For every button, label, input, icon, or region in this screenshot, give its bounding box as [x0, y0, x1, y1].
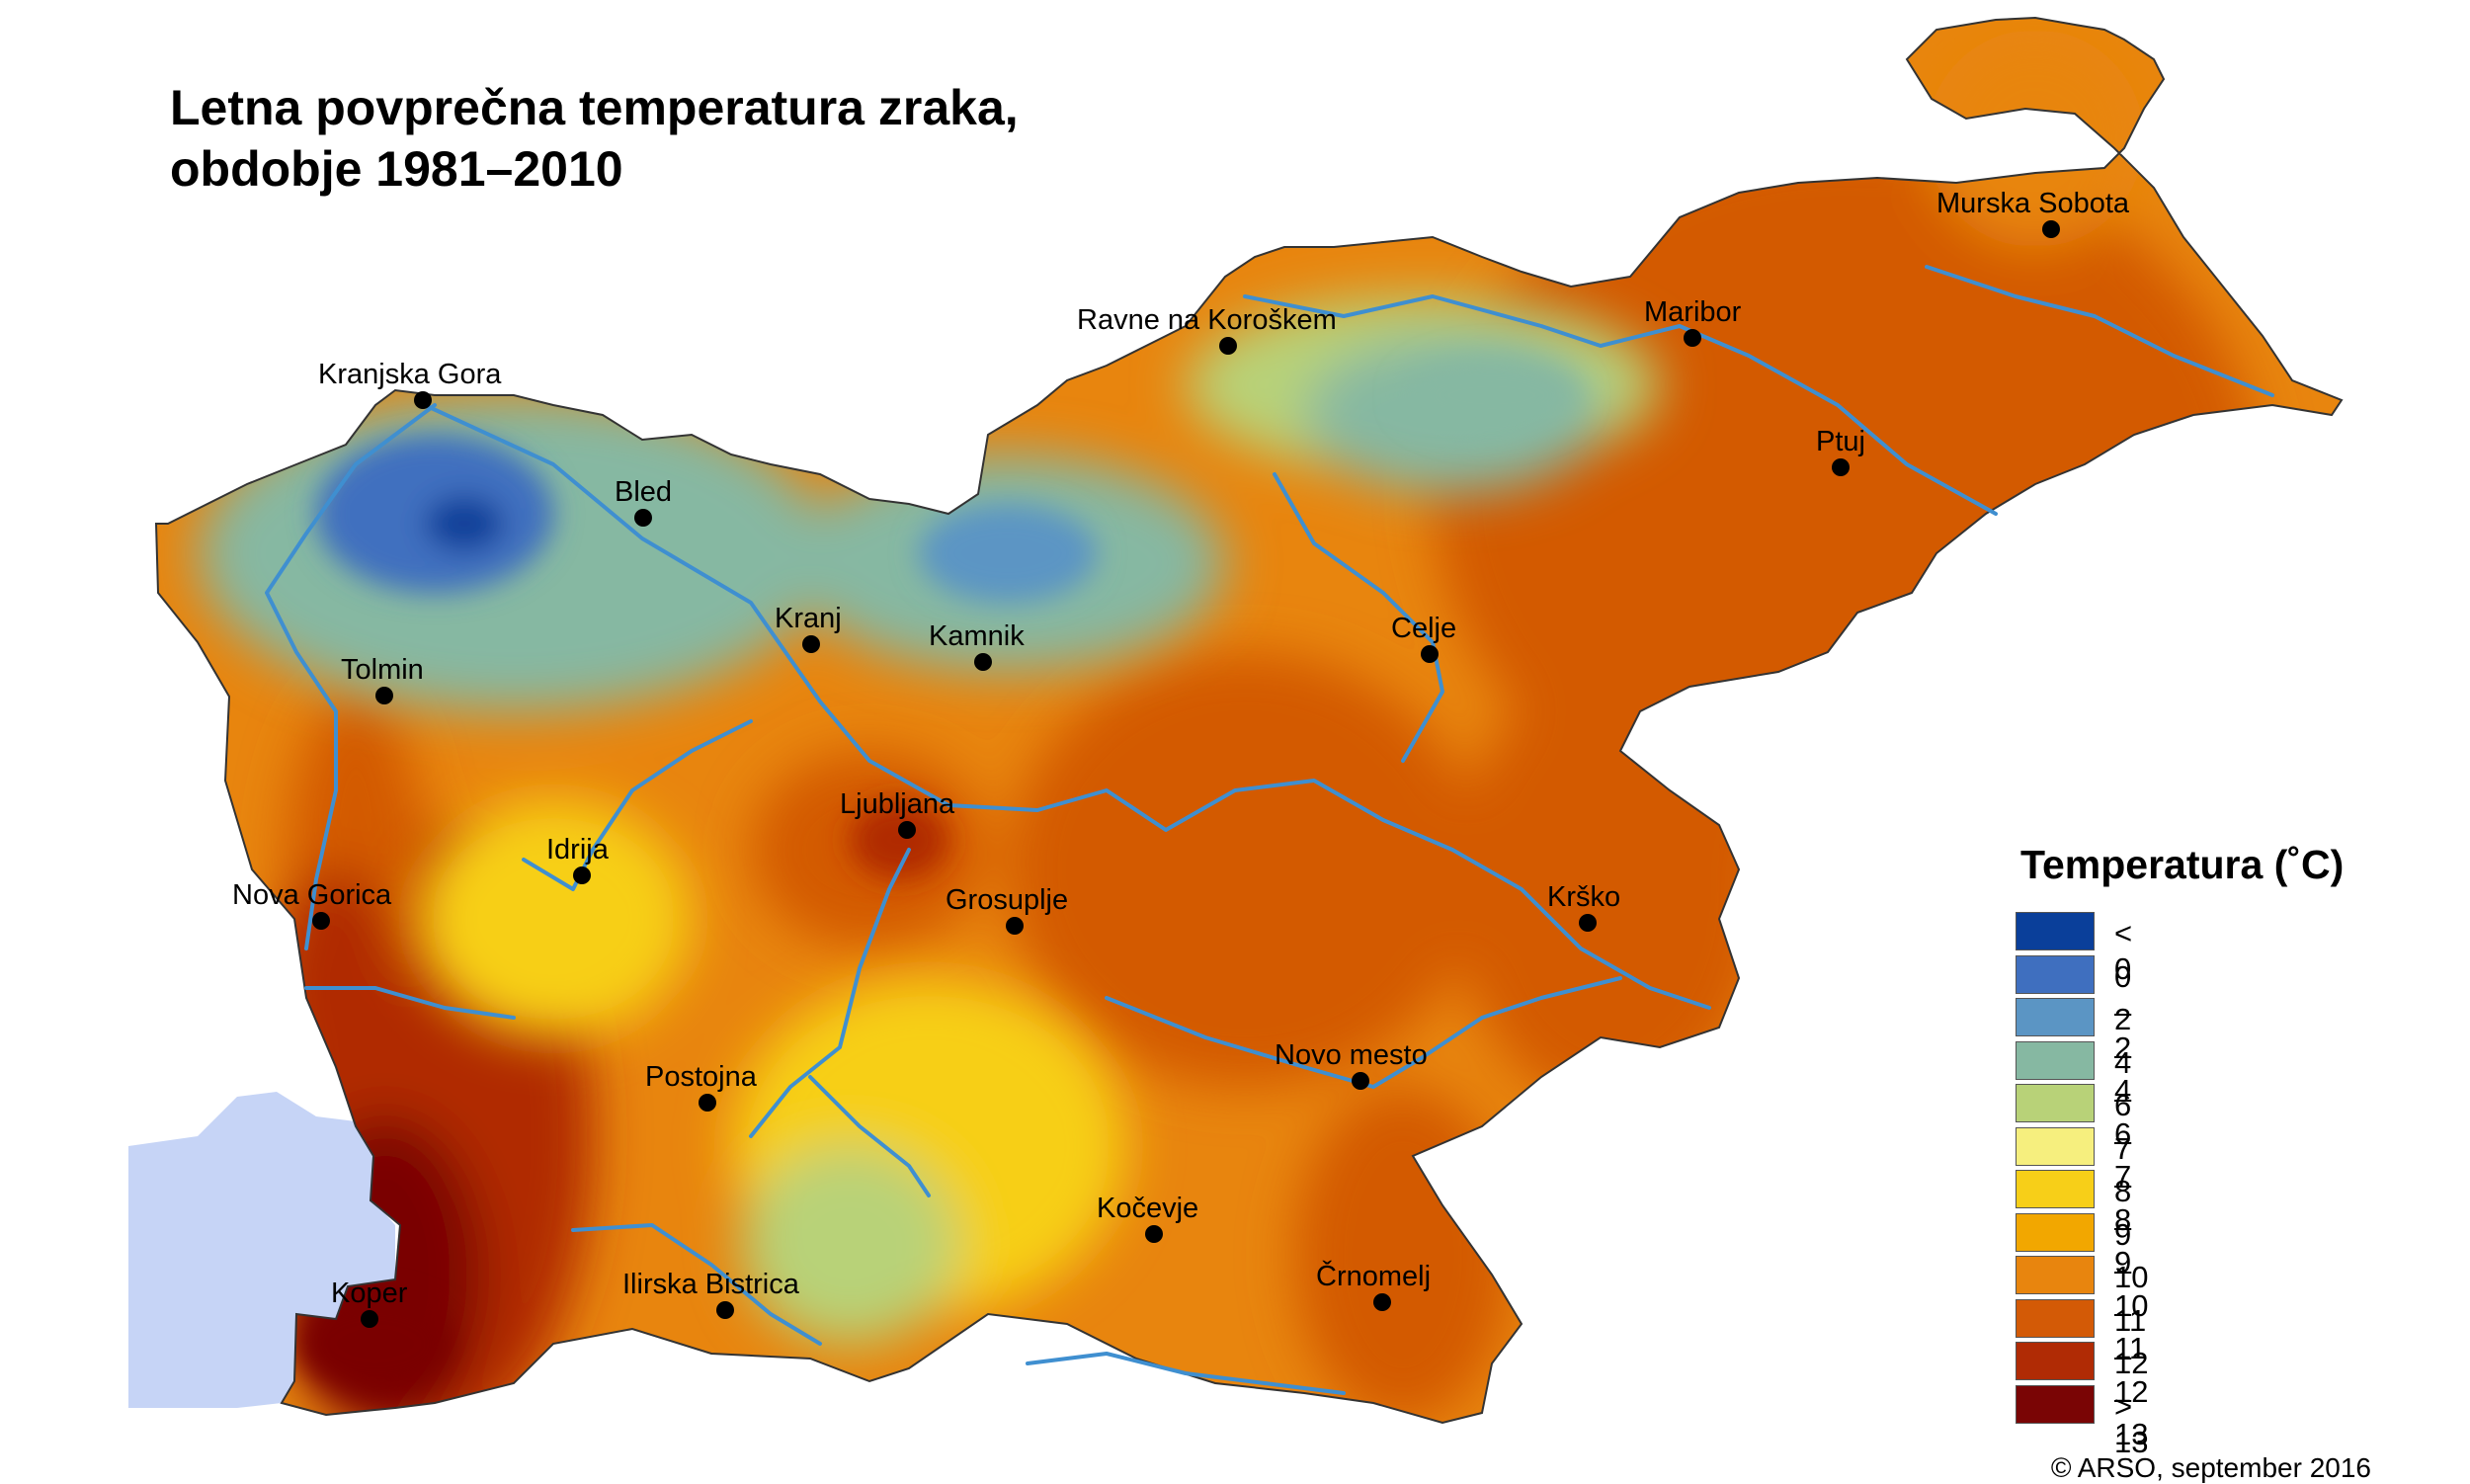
legend-label: 10 – 11	[2114, 1260, 2149, 1365]
legend-swatch	[2016, 1256, 2095, 1294]
city-label: Murska Sobota	[1936, 188, 2130, 219]
city-label: Kranjska Gora	[318, 359, 502, 390]
city-marker	[2042, 220, 2060, 238]
city-label: Črnomelj	[1316, 1259, 1431, 1292]
legend-swatch	[2016, 1342, 2095, 1380]
zone-central-warm	[1008, 652, 1482, 1087]
city-label: Kočevje	[1097, 1193, 1198, 1224]
city-label: Novo mesto	[1275, 1039, 1428, 1071]
legend-swatch	[2016, 1298, 2095, 1338]
city-label: Koper	[331, 1278, 408, 1309]
map-title-line-2: obdobje 1981–2010	[170, 141, 623, 197]
zone-trnovo-plateau	[415, 800, 692, 1037]
city-label: Ptuj	[1816, 426, 1865, 457]
city-label: Celje	[1391, 613, 1456, 644]
legend-swatch	[2016, 1170, 2095, 1208]
city-marker	[699, 1094, 716, 1112]
city-label: Kranj	[775, 603, 842, 634]
city-marker	[573, 866, 591, 884]
city-marker	[312, 912, 330, 930]
legend-label: 0 – 2	[2114, 958, 2132, 1065]
zone-kamnik-peak	[919, 504, 1097, 603]
zone-pohorje-peak	[1403, 356, 1581, 435]
city-marker	[898, 821, 916, 839]
city-marker	[1006, 917, 1024, 935]
city-marker	[375, 687, 393, 704]
legend-swatch	[2016, 954, 2095, 994]
city-label: Postojna	[645, 1061, 758, 1093]
map-title-line-1: Letna povprečna temperatura zraka,	[170, 80, 1019, 135]
zone-snežnik	[741, 1146, 958, 1344]
city-label: Bled	[615, 476, 672, 508]
legend-swatch	[2016, 912, 2095, 950]
river-drava	[1243, 294, 1998, 516]
legend-label: 4 – 6	[2114, 1044, 2132, 1151]
legend-swatch	[2016, 1126, 2095, 1166]
city-label: Grosuplje	[946, 884, 1068, 916]
legend-label: 6 – 7	[2114, 1088, 2132, 1194]
legend-label: > 13	[2114, 1388, 2149, 1459]
city-marker	[634, 509, 652, 527]
city-label: Maribor	[1644, 296, 1742, 328]
river-soca	[265, 403, 437, 950]
zone-ljubljana-core	[850, 800, 948, 879]
legend-swatch	[2016, 998, 2095, 1036]
river-idrijca	[522, 719, 753, 891]
legend-swatch	[2016, 1040, 2095, 1080]
city-marker	[1219, 337, 1237, 355]
legend-label: 8 – 9	[2114, 1174, 2132, 1279]
city-marker	[361, 1310, 378, 1328]
legend-label: 9 – 10	[2114, 1216, 2149, 1323]
river-reka	[571, 1223, 822, 1346]
city-marker	[1832, 458, 1850, 476]
zone-triglav-core	[425, 496, 504, 551]
legend-title: Temperatura (˚C)	[2020, 842, 2345, 887]
map-title: Letna povprečna temperatura zraka, obdob…	[170, 77, 1019, 200]
city-marker	[802, 635, 820, 653]
cities: Murska Sobota Maribor Ravne na Koroškem Ptu…	[232, 188, 2130, 1328]
legend-label: < 0	[2114, 916, 2133, 986]
city-label: Krško	[1547, 881, 1620, 913]
city-label: Nova Gorica	[232, 879, 392, 911]
city-marker	[974, 653, 992, 671]
city-marker	[1145, 1225, 1163, 1243]
river-vipava	[304, 986, 516, 1020]
river-ljubljanica	[749, 848, 911, 1138]
sea	[128, 1092, 395, 1408]
city-label: Tolmin	[341, 654, 424, 686]
river-krka	[1105, 976, 1622, 1089]
rivers	[265, 265, 2274, 1395]
city-label: Ilirska Bistrica	[622, 1269, 800, 1300]
copyright-note: © ARSO, september 2016	[2050, 1452, 2371, 1483]
city-label: Kamnik	[929, 620, 1025, 652]
city-marker	[716, 1301, 734, 1319]
river-sava	[423, 403, 1711, 1010]
legend-swatch	[2016, 1084, 2095, 1122]
river-mura	[1925, 265, 2274, 397]
zone-bela-krajina	[1294, 1087, 1512, 1423]
city-marker	[1373, 1293, 1391, 1311]
city-marker	[1684, 329, 1701, 347]
city-marker	[1421, 645, 1439, 663]
city-marker	[414, 391, 432, 409]
city-label: Ravne na Koroškem	[1077, 304, 1337, 336]
legend-label: 2 – 4	[2114, 1002, 2132, 1108]
legend-swatch	[2016, 1384, 2095, 1424]
river-pivka	[808, 1075, 931, 1197]
river-kolpa	[1026, 1352, 1346, 1395]
city-label: Ljubljana	[840, 788, 955, 820]
city-marker	[1579, 914, 1597, 932]
legend-label: 11 – 12	[2114, 1302, 2149, 1409]
legend-label: 7 – 8	[2114, 1130, 2132, 1237]
river-savinja	[1273, 472, 1444, 763]
city-marker	[1352, 1072, 1369, 1090]
legend-swatch	[2016, 1212, 2095, 1252]
city-label: Idrija	[546, 834, 610, 866]
legend-label: 12 – 13	[2114, 1346, 2149, 1451]
